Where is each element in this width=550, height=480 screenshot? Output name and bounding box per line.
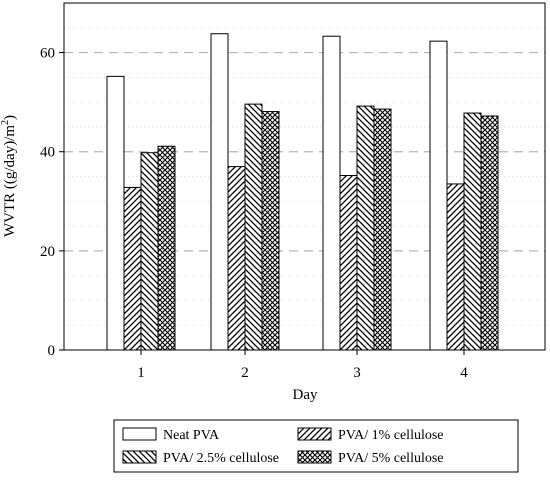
legend-swatch-series2 xyxy=(297,427,332,441)
legend: Neat PVA PVA/ 1% cellulose PVA/ 2.5% cellu… xyxy=(113,419,519,473)
y-axis-title-close: ) xyxy=(2,115,18,120)
x-tick-label: 2 xyxy=(241,365,249,381)
bar-day4-series4 xyxy=(480,115,499,351)
x-axis-title: Day xyxy=(293,387,318,403)
bar-day3-series4 xyxy=(373,108,392,351)
bar-day3-series2 xyxy=(339,175,358,351)
bar-day2-series3 xyxy=(244,103,263,351)
y-tick-label: 0 xyxy=(48,343,56,359)
plot-frame xyxy=(63,2,546,351)
bar-day1-series3 xyxy=(140,152,159,351)
y-tick-label: 60 xyxy=(40,46,55,62)
y-tick-label: 40 xyxy=(40,145,55,161)
bar-day4-series3 xyxy=(463,112,482,351)
legend-label-series2: PVA/ 1% cellulose xyxy=(338,428,444,443)
legend-swatch-series3 xyxy=(122,450,157,464)
legend-swatch-series1 xyxy=(122,427,157,441)
bar-day3-series1 xyxy=(322,35,341,351)
x-tick-label: 1 xyxy=(137,365,145,381)
legend-label-series3: PVA/ 2.5% cellulose xyxy=(163,451,279,466)
bar-day2-series1 xyxy=(210,33,229,351)
y-axis-title-main: WVTR ((g/day)/m xyxy=(2,125,18,237)
y-axis-title-superscript: 2 xyxy=(0,120,11,125)
y-axis-title: WVTR ((g/day)/m2) xyxy=(0,115,18,237)
legend-items: Neat PVA PVA/ 1% cellulose PVA/ 2.5% cellu… xyxy=(122,427,444,466)
legend-swatch-series4 xyxy=(297,450,332,464)
bar-day4-series1 xyxy=(429,40,448,351)
bar-day1-series4 xyxy=(157,145,176,351)
legend-label-series1: Neat PVA xyxy=(163,428,220,443)
bar-day4-series2 xyxy=(446,183,465,351)
legend-label-series4: PVA/ 5% cellulose xyxy=(338,451,444,466)
y-tick-label: 20 xyxy=(40,244,55,260)
bars xyxy=(106,33,499,351)
bar-day3-series3 xyxy=(356,105,375,351)
bar-day2-series2 xyxy=(227,166,246,351)
x-tick-label: 3 xyxy=(353,365,361,381)
y-axis-ticks: 0 20 40 60 xyxy=(40,46,64,359)
bar-day2-series4 xyxy=(261,111,280,351)
bar-day1-series2 xyxy=(123,186,142,351)
x-axis-ticks: 1 2 3 4 xyxy=(137,350,468,381)
x-tick-label: 4 xyxy=(460,365,468,381)
bar-day1-series1 xyxy=(106,75,125,351)
